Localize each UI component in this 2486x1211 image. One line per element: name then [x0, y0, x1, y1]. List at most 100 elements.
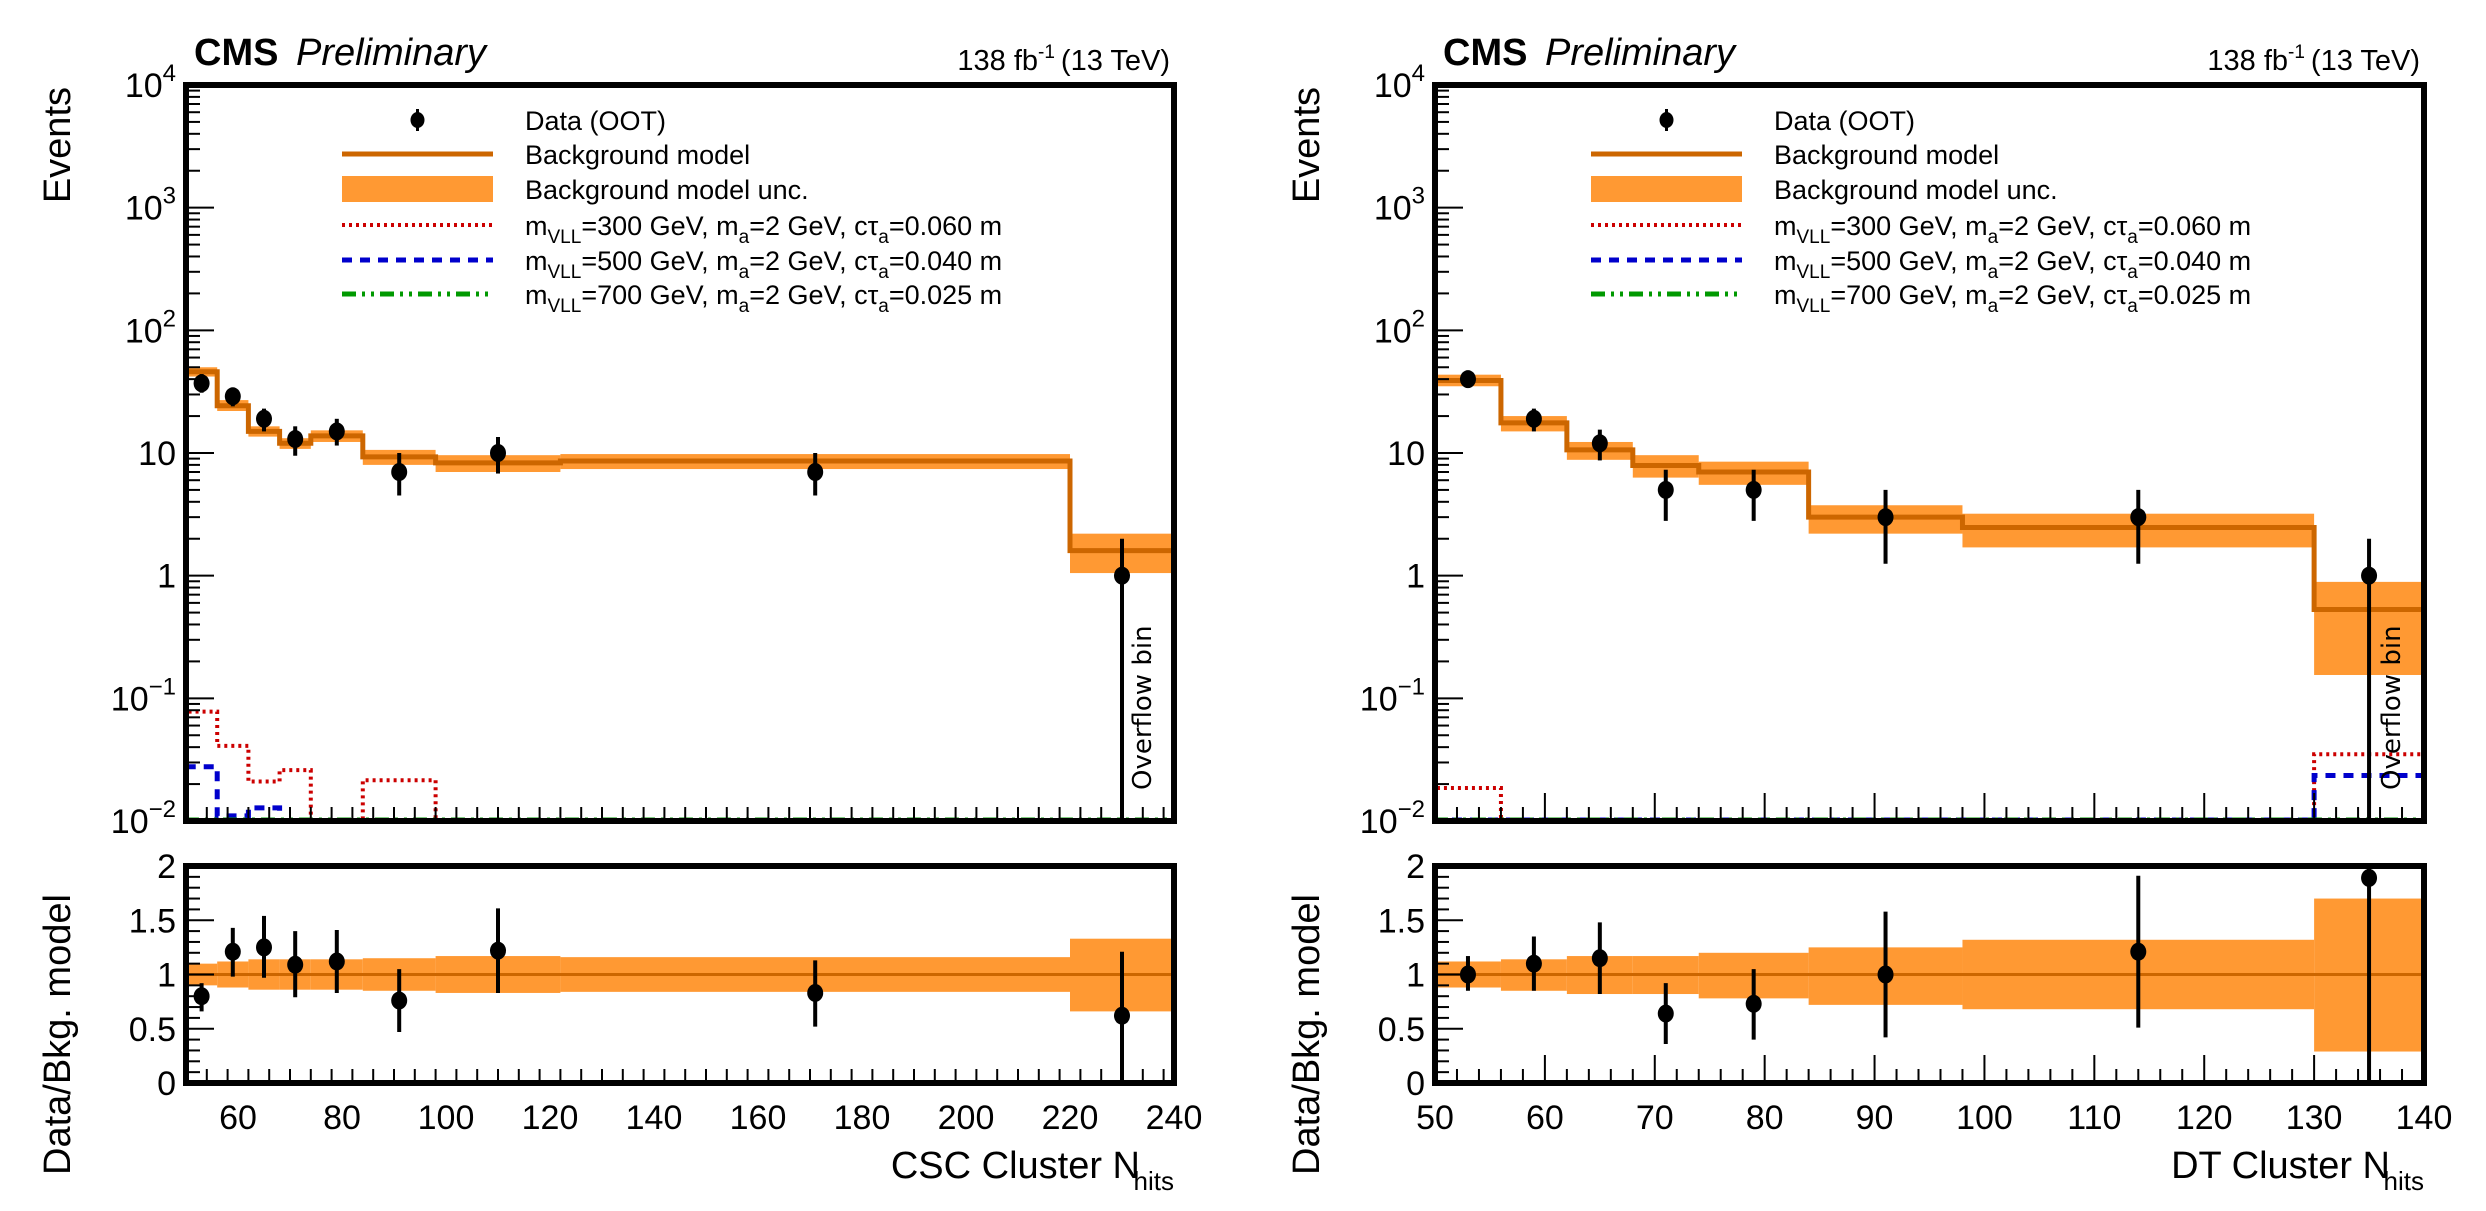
x-tick-label: 140: [2396, 1099, 2453, 1137]
x-tick-label: 60: [219, 1099, 257, 1137]
y-tick-label: 102: [125, 305, 176, 350]
x-tick-label: 100: [1956, 1099, 2013, 1137]
legend-label: mVLL=700 GeV, ma=2 GeV, cτa=0.025 m: [525, 280, 1002, 317]
x-tick-label: 200: [938, 1099, 995, 1137]
lumi-superscript: -1: [2288, 42, 2305, 63]
ratio-y-tick-label: 2: [1406, 848, 1425, 886]
ratio-point: [1745, 994, 1762, 1013]
main-plot-area: [186, 367, 1174, 821]
y-tick-base: 10: [1374, 312, 1412, 350]
x-tick-label: 120: [522, 1099, 579, 1137]
ratio-y-tick-label: 1.5: [129, 902, 176, 940]
y-tick-base: 10: [1374, 190, 1412, 228]
data-point: [490, 444, 506, 462]
x-tick-label: 70: [1636, 1099, 1674, 1137]
ratio-point: [224, 942, 241, 961]
y-tick-base: 1: [1406, 558, 1425, 596]
y-tick-label: 10−2: [1360, 796, 1425, 841]
legend-label: Data (OOT): [525, 106, 666, 136]
background-model-line: [1435, 377, 2424, 821]
legend-entry-bkg: Background model: [1591, 140, 1999, 170]
y-tick-base: 10: [1374, 67, 1412, 105]
ratio-plot-area: [1435, 866, 2424, 1083]
main-plot-area: [1435, 370, 2424, 821]
lumi-label: 138 fb-1 (13 TeV): [957, 42, 1170, 77]
legend-ma-value: =2 GeV, cτ: [749, 211, 878, 241]
ratio-y-axis-title: Data/Bkg. model: [1286, 894, 1328, 1175]
data-point: [328, 422, 345, 441]
legend-entry-sig500: mVLL=500 GeV, ma=2 GeV, cτa=0.040 m: [1591, 246, 2251, 283]
legend: Data (OOT) Background model Background mod…: [342, 106, 1002, 317]
legend-mass-value: =500 GeV, m: [1830, 246, 1987, 276]
y-tick-label: 10−2: [111, 796, 176, 841]
legend-ma-value: =2 GeV, cτ: [749, 280, 878, 310]
experiment-label: CMS: [1443, 32, 1527, 74]
legend-subscript: a: [878, 227, 889, 248]
data-point: [224, 387, 241, 406]
legend-ctau-value: =0.060 m: [2138, 211, 2251, 241]
legend-subscript: a: [1988, 296, 1999, 317]
legend-label: mVLL=500 GeV, ma=2 GeV, cτa=0.040 m: [525, 246, 1002, 283]
data-point: [256, 409, 272, 428]
y-tick-exponent: −1: [1398, 673, 1425, 700]
signal-line-300: [186, 709, 1174, 821]
y-tick-base: 1: [157, 558, 176, 596]
legend-mass-symbol: m: [1774, 280, 1797, 310]
ratio-point: [807, 983, 824, 1002]
y-tick-exponent: 4: [1412, 60, 1425, 87]
x-tick-label: 130: [2286, 1099, 2343, 1137]
legend-ctau-value: =0.060 m: [889, 211, 1002, 241]
y-tick-exponent: 2: [1412, 305, 1425, 332]
legend: Data (OOT) Background model Background mod…: [1591, 106, 2251, 317]
legend-mass-symbol: m: [525, 280, 548, 310]
x-axis-title: CSC Cluster N: [891, 1145, 1140, 1187]
status-label: Preliminary: [296, 32, 488, 74]
ratio-point: [1459, 965, 1476, 984]
y-tick-label: 104: [125, 60, 176, 105]
legend-ma-value: =2 GeV, cτ: [1998, 246, 2127, 276]
background-model-line: [186, 369, 1174, 821]
y-tick-exponent: −2: [149, 796, 176, 823]
data-point: [2361, 566, 2378, 585]
legend-mass-symbol: m: [1774, 211, 1797, 241]
legend-subscript: a: [739, 296, 750, 317]
y-tick-base: 10: [138, 435, 176, 473]
legend-mass-value: =500 GeV, m: [581, 246, 738, 276]
ratio-y-axis-title: Data/Bkg. model: [37, 894, 79, 1175]
data-point: [807, 463, 824, 482]
data-point: [1591, 434, 1608, 453]
y-tick-base: 10: [1360, 803, 1398, 841]
legend-entry-data: Data (OOT): [1659, 106, 1915, 136]
legend-data-marker: [1659, 112, 1674, 128]
legend-subscript: a: [739, 262, 750, 283]
lumi-superscript: -1: [1038, 42, 1055, 63]
x-axis-title-subscript: hits: [1134, 1166, 1174, 1196]
data-point: [1459, 370, 1476, 389]
legend-entry-sig500: mVLL=500 GeV, ma=2 GeV, cτa=0.040 m: [342, 246, 1002, 283]
y-tick-base: 10: [125, 67, 163, 105]
y-tick-label: 10−1: [1360, 673, 1425, 718]
x-axis-title-text: DT Cluster N: [2171, 1145, 2390, 1187]
x-axis-title: DT Cluster N: [2171, 1145, 2390, 1187]
legend-mass-value: =700 GeV, m: [581, 280, 738, 310]
data-point: [391, 463, 408, 482]
legend-ma-value: =2 GeV, cτ: [749, 246, 878, 276]
y-tick-base: 10: [1387, 435, 1425, 473]
y-tick-label: 10−1: [111, 673, 176, 718]
legend-label: Background model: [1774, 140, 1999, 170]
y-tick-exponent: 3: [1412, 183, 1425, 210]
legend-mass-symbol: m: [1774, 246, 1797, 276]
legend-unc-box: [1591, 176, 1742, 202]
x-tick-label: 80: [323, 1099, 361, 1137]
lumi-text: 138 fb: [2207, 45, 2288, 77]
ratio-point: [490, 941, 506, 960]
legend-subscript: a: [2127, 227, 2138, 248]
legend-label: mVLL=300 GeV, ma=2 GeV, cτa=0.060 m: [1774, 211, 2251, 248]
x-tick-label: 100: [418, 1099, 475, 1137]
y-tick-base: 10: [1360, 680, 1398, 718]
overflow-bin-label: Overflow bin: [1128, 625, 1158, 790]
ratio-point: [391, 991, 408, 1010]
legend-label-text: Data (OOT): [525, 106, 666, 136]
data-point: [1745, 480, 1762, 499]
legend-ctau-value: =0.040 m: [2138, 246, 2251, 276]
